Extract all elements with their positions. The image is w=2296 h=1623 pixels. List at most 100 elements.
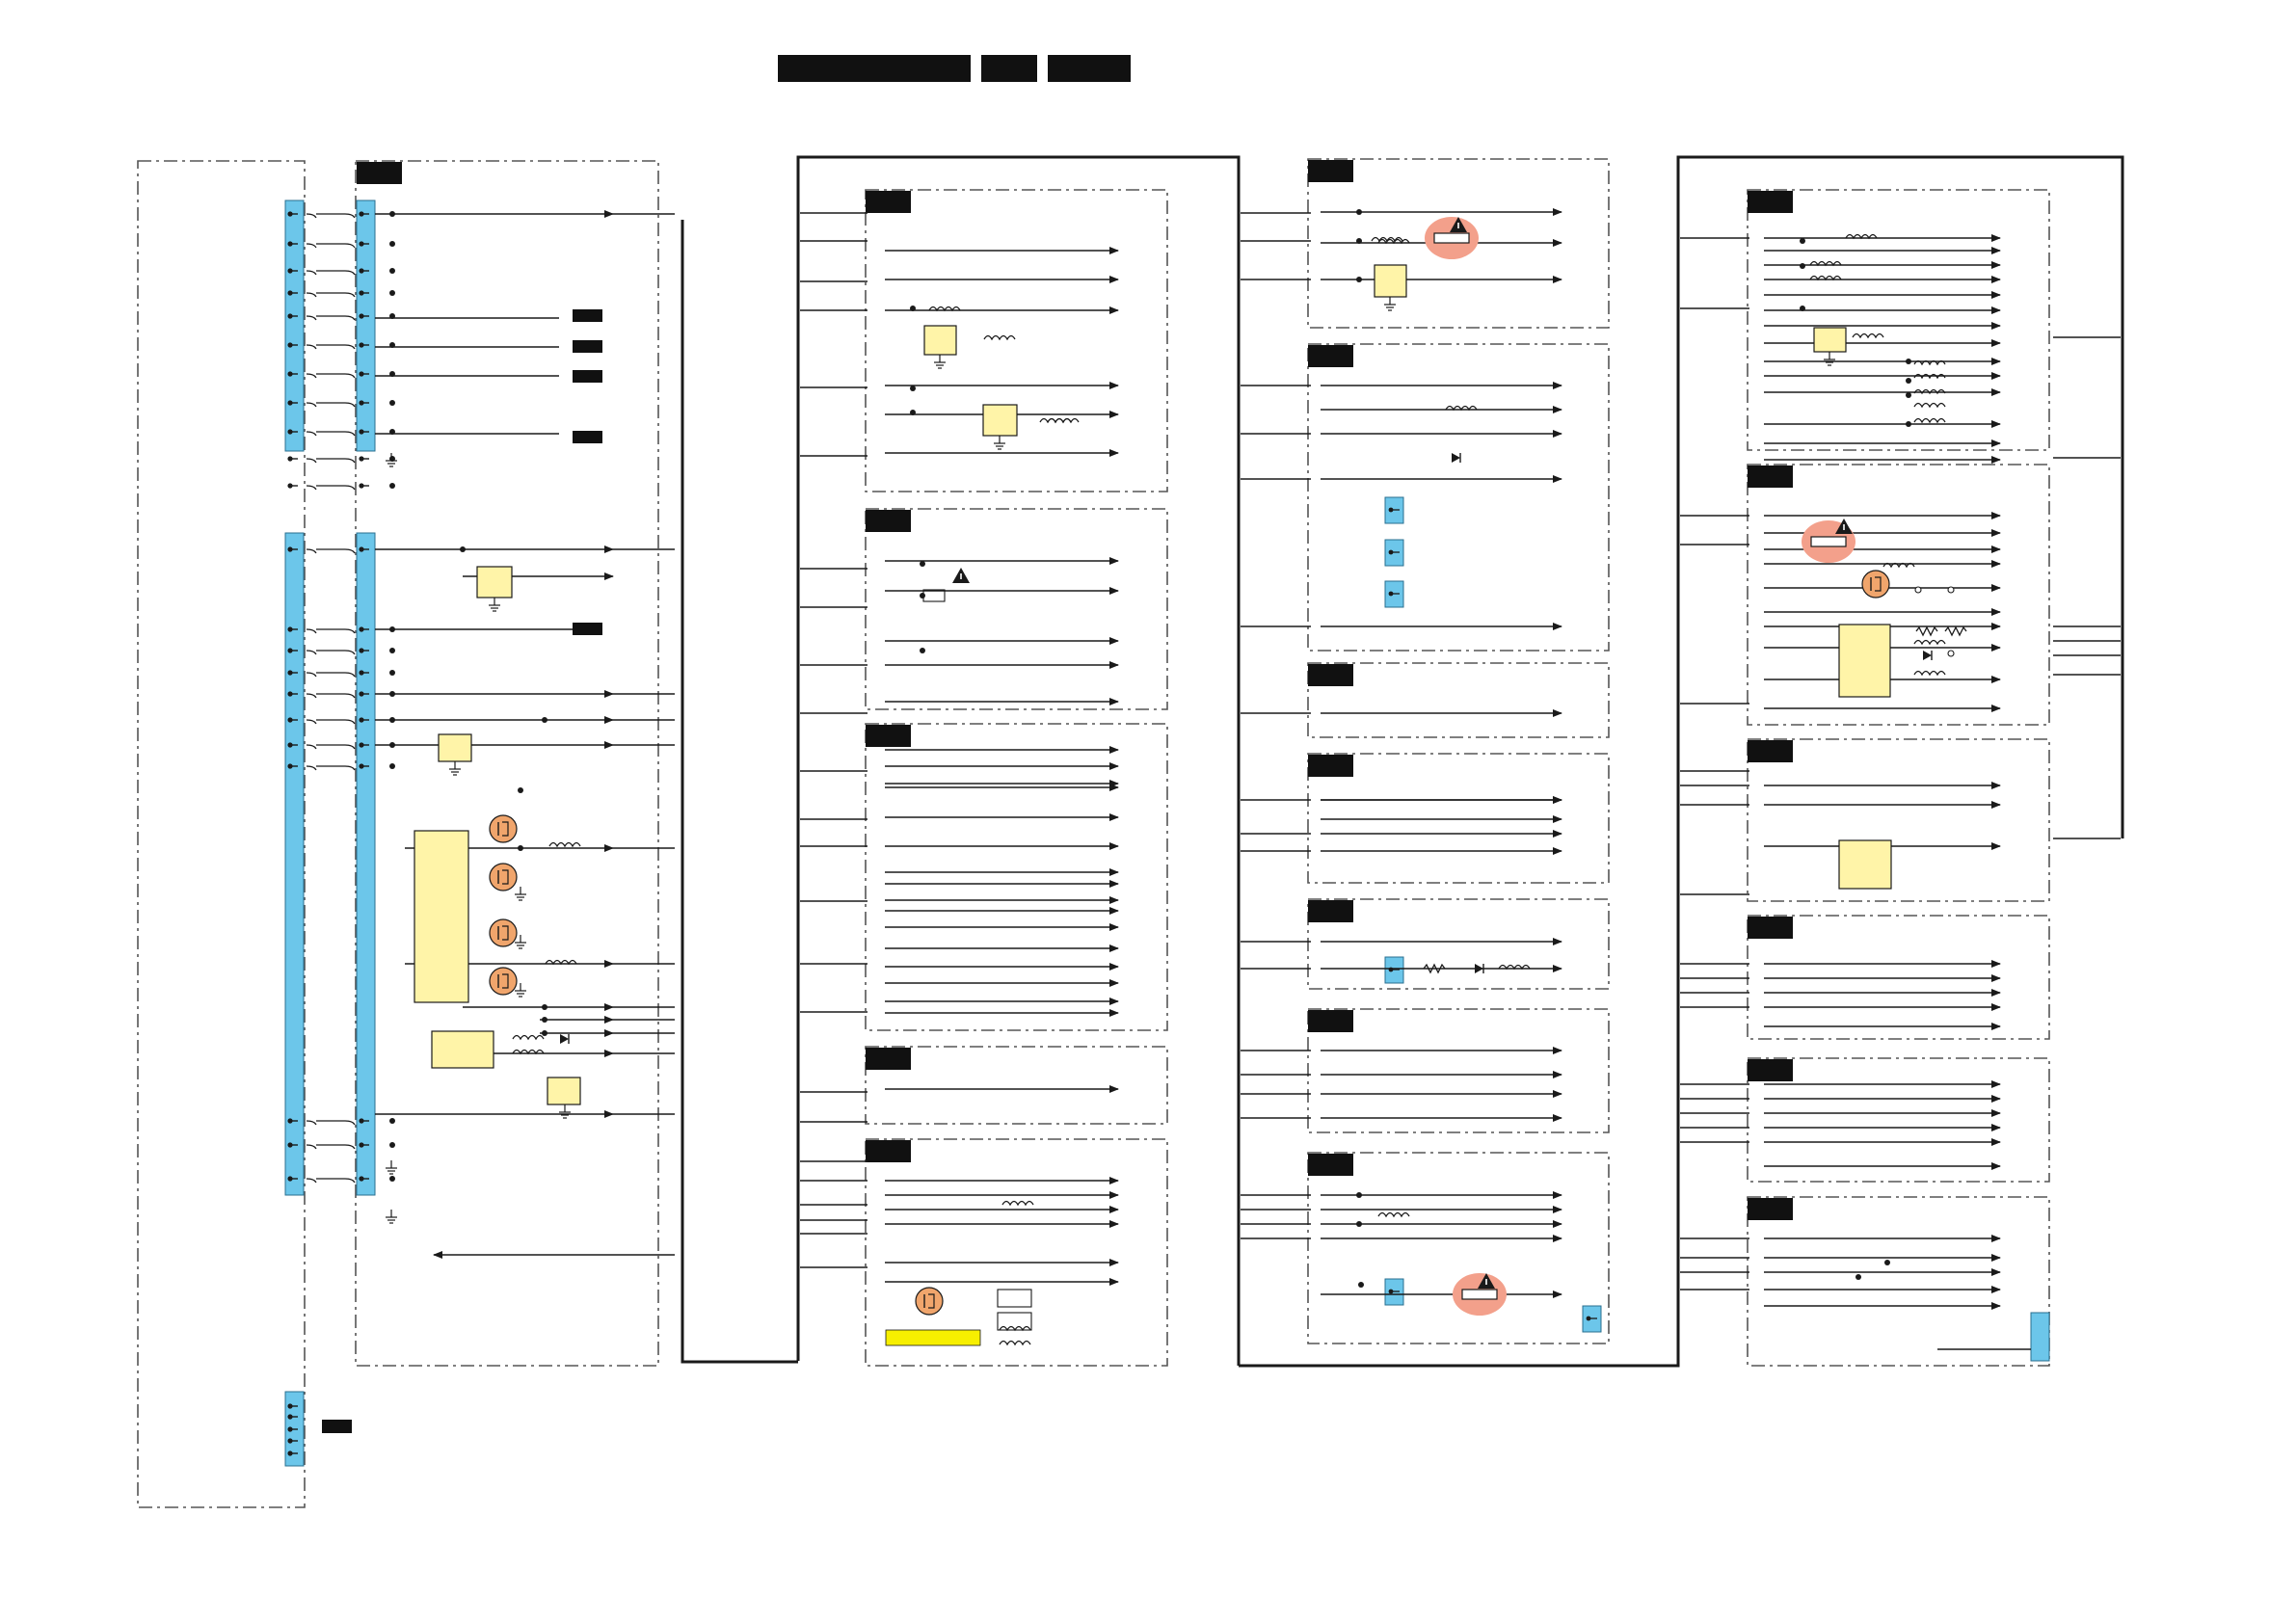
connector-section-border: [355, 160, 659, 1367]
mating-arc: [306, 765, 317, 771]
frame-b: [796, 155, 1241, 1366]
inductor-icon: [512, 1034, 545, 1041]
junction-dot: [389, 429, 395, 435]
mating-arc: [306, 672, 317, 678]
title-label-block: [1048, 55, 1131, 82]
mating-arc: [344, 650, 356, 655]
panel-border-c2: [865, 508, 1168, 710]
panel-border-d6: [1307, 1008, 1610, 1133]
junction-dot: [920, 648, 925, 653]
resistor-icon: [1423, 963, 1446, 974]
inductor-icon: [1809, 275, 1842, 281]
connector-strip: [356, 200, 376, 452]
panel-header-tab: [1308, 900, 1353, 922]
junction-dot: [1356, 1192, 1362, 1198]
heavy-frames: [681, 155, 2124, 1368]
title-label-block: [778, 55, 971, 82]
mating-arc: [306, 315, 317, 321]
inductor-icon: [983, 334, 1016, 341]
junction-dot: [389, 670, 395, 676]
inductor-icon: [1913, 373, 1946, 380]
inductor-icon: [1913, 417, 1946, 424]
left-section-border: [137, 160, 306, 1508]
mating-arc: [344, 765, 356, 771]
bus-return: [681, 220, 798, 1364]
junction-dot: [460, 546, 466, 552]
signal-tag: [573, 623, 602, 635]
panel-border-d7: [1307, 1152, 1610, 1344]
mating-arc: [306, 719, 317, 725]
inductor-icon: [1377, 238, 1410, 245]
junction-dot: [1356, 209, 1362, 215]
wires: [375, 208, 2121, 1350]
regulator-block: [1838, 839, 1892, 890]
signal-tag: [573, 309, 602, 322]
panel-border-d4: [1307, 753, 1610, 884]
controller-ic: [1838, 624, 1891, 698]
resistor-icon: [1915, 625, 1938, 637]
panel-border-d3: [1307, 662, 1610, 738]
mating-arc: [306, 292, 317, 298]
junction-dot: [389, 626, 395, 632]
panel-border-e3: [1747, 738, 2050, 902]
junction-dot: [518, 787, 523, 793]
mating-arc: [344, 548, 356, 554]
inductor-icon: [1809, 260, 1842, 267]
mating-arc: [306, 548, 317, 554]
mating-arc: [306, 628, 317, 634]
inductor-bank: [997, 1312, 1032, 1331]
mating-arc: [306, 402, 317, 408]
junction-dot: [910, 410, 916, 415]
panel-header-tab: [866, 725, 911, 747]
panel-header-tab: [357, 162, 402, 184]
inductor-icon: [1852, 333, 1884, 339]
test-point: [1947, 650, 1955, 657]
mating-arc: [344, 243, 356, 249]
junction-dot: [1906, 421, 1911, 427]
mating-arc: [306, 243, 317, 249]
junction-dot: [389, 1176, 395, 1182]
inductor-icon: [1845, 233, 1878, 240]
panel-border-d2: [1307, 343, 1610, 652]
junction-dot: [1800, 263, 1805, 269]
mating-arc: [344, 693, 356, 699]
junction-dot: [1906, 392, 1911, 398]
signal-tag: [573, 340, 602, 353]
junction-dot: [389, 313, 395, 319]
junction-dot: [389, 691, 395, 697]
signal-tag: [573, 370, 602, 383]
junction-dot: [1906, 359, 1911, 364]
title-label-block: [981, 55, 1037, 82]
junction-dot: [1800, 306, 1805, 311]
junction-dot: [1356, 277, 1362, 282]
mating-arc: [306, 213, 317, 219]
mating-arc: [344, 628, 356, 634]
diode-icon: [1452, 453, 1460, 463]
mosfet-icon: [502, 925, 509, 941]
junction-dot: [389, 717, 395, 723]
mating-arc: [344, 672, 356, 678]
panel-border-e1: [1747, 189, 2050, 451]
panel-header-tab: [1308, 345, 1353, 367]
diode-icon: [1475, 964, 1483, 973]
diode-icon: [1923, 651, 1932, 660]
panel-header-tab: [866, 191, 911, 213]
frame-c: [1239, 155, 2124, 1368]
junction-dot: [389, 342, 395, 348]
panel-header-tab: [1748, 740, 1793, 762]
regulator-block: [982, 404, 1018, 437]
junction-dot: [389, 400, 395, 406]
fuse-icon: [922, 589, 946, 602]
junction-dot: [389, 648, 395, 653]
mating-arc: [306, 650, 317, 655]
mating-arc: [344, 402, 356, 408]
panel-border-c5: [865, 1138, 1168, 1367]
title-blocks: [778, 55, 1131, 82]
mating-arc: [344, 1144, 356, 1150]
inductor-icon: [1913, 639, 1946, 646]
panel-header-tab: [1308, 664, 1353, 686]
panel-border-d1: [1307, 158, 1610, 329]
panel-header-tab: [1308, 1010, 1353, 1032]
junction-dot: [542, 1017, 547, 1023]
panel-border-c1: [865, 189, 1168, 492]
